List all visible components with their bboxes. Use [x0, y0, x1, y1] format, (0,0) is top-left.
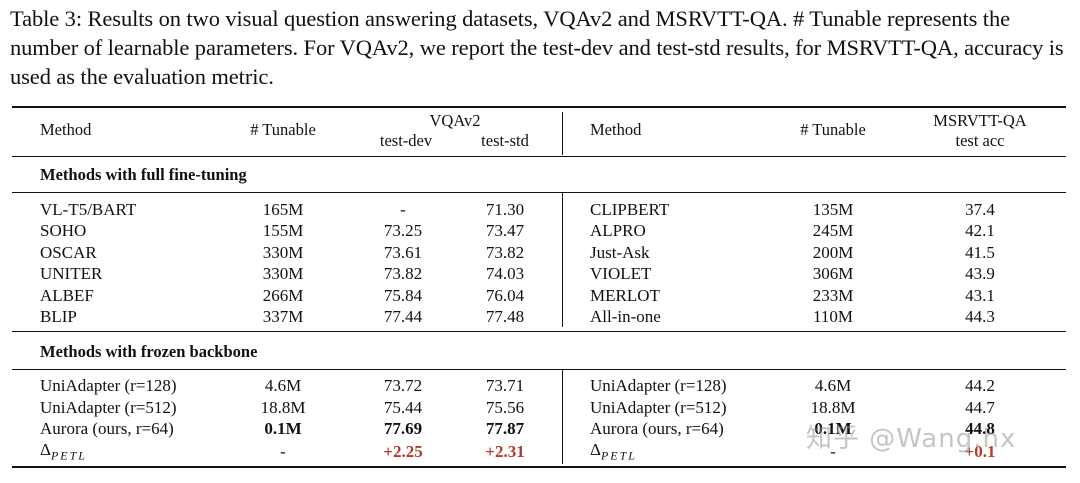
section-title-full-finetuning: Methods with full fine-tuning — [40, 165, 247, 184]
header-tunable-right: # Tunable — [800, 120, 866, 139]
cell-tunable-left: 330M — [262, 264, 304, 284]
delta-subscript: PETL — [600, 448, 637, 463]
cell-test-std: 73.82 — [485, 242, 525, 262]
cell-tunable-right: 4.6M — [814, 376, 852, 395]
header-test-acc: test acc — [955, 131, 1005, 150]
delta-symbol: Δ — [590, 440, 601, 459]
cell-method-left: ALBEF — [40, 285, 94, 305]
cell-test-std: 71.30 — [485, 200, 525, 219]
cell-test-std: 77.48 — [485, 307, 525, 326]
cell-test-dev: 75.84 — [383, 285, 423, 305]
cell-tunable-left: 165M — [262, 200, 304, 219]
section-rule-frozen — [12, 369, 1066, 370]
cell-method-right: VIOLET — [590, 264, 652, 284]
cell-test-dev: 73.25 — [383, 221, 423, 241]
column-separator — [562, 193, 563, 327]
cell-tunable-left: 266M — [262, 285, 304, 305]
column-separator — [562, 370, 563, 464]
top-rule — [12, 106, 1066, 108]
header-tunable-left: # Tunable — [250, 120, 316, 139]
cell-test-dev: 73.82 — [383, 264, 423, 284]
cell-test-dev: 77.44 — [383, 307, 423, 326]
watermark: 知乎 @Wang.hx — [806, 424, 1017, 454]
cell-method-left: SOHO — [40, 221, 87, 241]
delta-symbol: Δ — [40, 440, 51, 459]
cell-tunable-left: 155M — [262, 221, 304, 241]
table-caption: Table 3: Results on two visual question … — [10, 6, 1064, 89]
header-method-left: Method — [40, 120, 92, 139]
cell-test-dev: 77.69 — [383, 419, 423, 438]
mid-rule — [12, 331, 1066, 332]
delta-tunable-left: - — [280, 442, 286, 461]
cell-tunable-left: 4.6M — [264, 376, 302, 395]
cell-tunable-right: 233M — [812, 285, 854, 305]
cell-method-left: UniAdapter (r=512) — [40, 397, 177, 417]
cell-tunable-left: 337M — [262, 307, 304, 326]
cell-method-right: CLIPBERT — [590, 200, 670, 219]
cell-test-std: 73.47 — [485, 221, 525, 241]
delta-subscript: PETL — [50, 448, 87, 463]
cell-method-left: UNITER — [40, 264, 103, 284]
cell-test-std: 77.87 — [485, 419, 525, 438]
cell-tunable-right: 110M — [813, 307, 853, 326]
cell-test-std: 75.56 — [485, 397, 525, 417]
cell-method-right: Just-Ask — [590, 242, 650, 262]
cell-test-acc: 43.1 — [965, 285, 995, 305]
cell-method-left: UniAdapter (r=128) — [40, 376, 177, 395]
header-test-std: test-std — [481, 131, 529, 150]
cell-method-right: ALPRO — [590, 221, 646, 241]
cell-tunable-left: 330M — [262, 242, 304, 262]
cell-tunable-right: 135M — [812, 200, 854, 219]
section-title-frozen-backbone: Methods with frozen backbone — [40, 342, 258, 361]
cell-test-acc: 41.5 — [965, 242, 995, 262]
header-rule — [12, 156, 1066, 157]
cell-method-left: Aurora (ours, r=64) — [40, 419, 174, 438]
cell-method-right: UniAdapter (r=512) — [590, 397, 727, 417]
delta-test-std: +2.31 — [485, 442, 525, 461]
cell-test-std: 76.04 — [485, 285, 525, 305]
cell-method-right: Aurora (ours, r=64) — [590, 419, 724, 438]
cell-method-right: UniAdapter (r=128) — [590, 376, 727, 395]
cell-tunable-right: 245M — [812, 221, 854, 241]
cell-tunable-right: 306M — [812, 264, 854, 284]
cell-test-std: 73.71 — [485, 376, 525, 395]
header-test-dev: test-dev — [379, 131, 433, 150]
cell-tunable-right: 18.8M — [810, 397, 856, 417]
cell-test-acc: 42.1 — [965, 221, 995, 241]
cell-method-right: MERLOT — [590, 285, 660, 305]
cell-tunable-right: 0.1M — [814, 419, 852, 438]
cell-test-dev: 73.72 — [383, 376, 423, 395]
cell-test-acc: 44.7 — [965, 397, 995, 417]
cell-method-left: BLIP — [40, 307, 77, 326]
section-rule-full — [12, 192, 1066, 193]
cell-test-acc: 44.3 — [965, 307, 995, 326]
cell-method-left: OSCAR — [40, 242, 97, 262]
cell-test-acc: 43.9 — [965, 264, 995, 284]
cell-test-dev: 75.44 — [383, 397, 423, 417]
delta-label-right: ΔPETL — [590, 439, 637, 466]
cell-test-dev: - — [400, 200, 406, 219]
header-vqav2: VQAv2 — [429, 111, 481, 130]
delta-test-acc: +0.1 — [964, 442, 996, 461]
cell-method-left: VL-T5/BART — [40, 200, 137, 219]
cell-test-acc: 37.4 — [965, 200, 995, 219]
cell-test-acc: 44.8 — [965, 419, 995, 438]
cell-test-std: 74.03 — [485, 264, 525, 284]
delta-label-left: ΔPETL — [40, 439, 87, 466]
header-msrvtt: MSRVTT-QA — [933, 111, 1027, 130]
cell-test-dev: 73.61 — [383, 242, 423, 262]
cell-tunable-right: 200M — [812, 242, 854, 262]
cell-method-right: All-in-one — [590, 307, 661, 326]
header-method-right: Method — [590, 120, 642, 139]
delta-test-dev: +2.25 — [383, 442, 423, 461]
cell-tunable-left: 0.1M — [264, 419, 302, 438]
cell-tunable-left: 18.8M — [260, 397, 306, 417]
cell-test-acc: 44.2 — [965, 376, 995, 395]
delta-tunable-right: - — [830, 442, 836, 461]
column-separator — [562, 112, 563, 155]
bottom-rule — [12, 466, 1066, 468]
